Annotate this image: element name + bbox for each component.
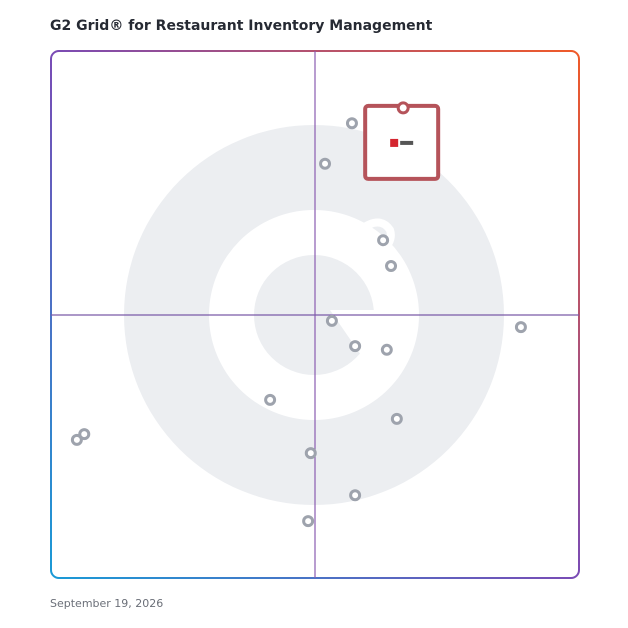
product-point [349,489,362,502]
product-point [514,321,527,334]
product-point [304,447,317,460]
product-point [377,234,390,247]
chart-title: G2 Grid® for Restaurant Inventory Manage… [50,18,433,34]
highlight-point [396,101,410,115]
product-point [390,412,403,425]
product-point [380,343,393,356]
logo [390,138,399,147]
product-point [349,340,362,353]
product-point [70,433,83,446]
product-point [345,117,358,130]
product-point [302,515,315,528]
product-point [78,428,91,441]
product-point [385,260,398,273]
logo [400,140,414,145]
product-point [319,157,332,170]
date: September 19, 2026 [50,597,163,610]
product-point [325,314,338,327]
product-point [264,393,277,406]
